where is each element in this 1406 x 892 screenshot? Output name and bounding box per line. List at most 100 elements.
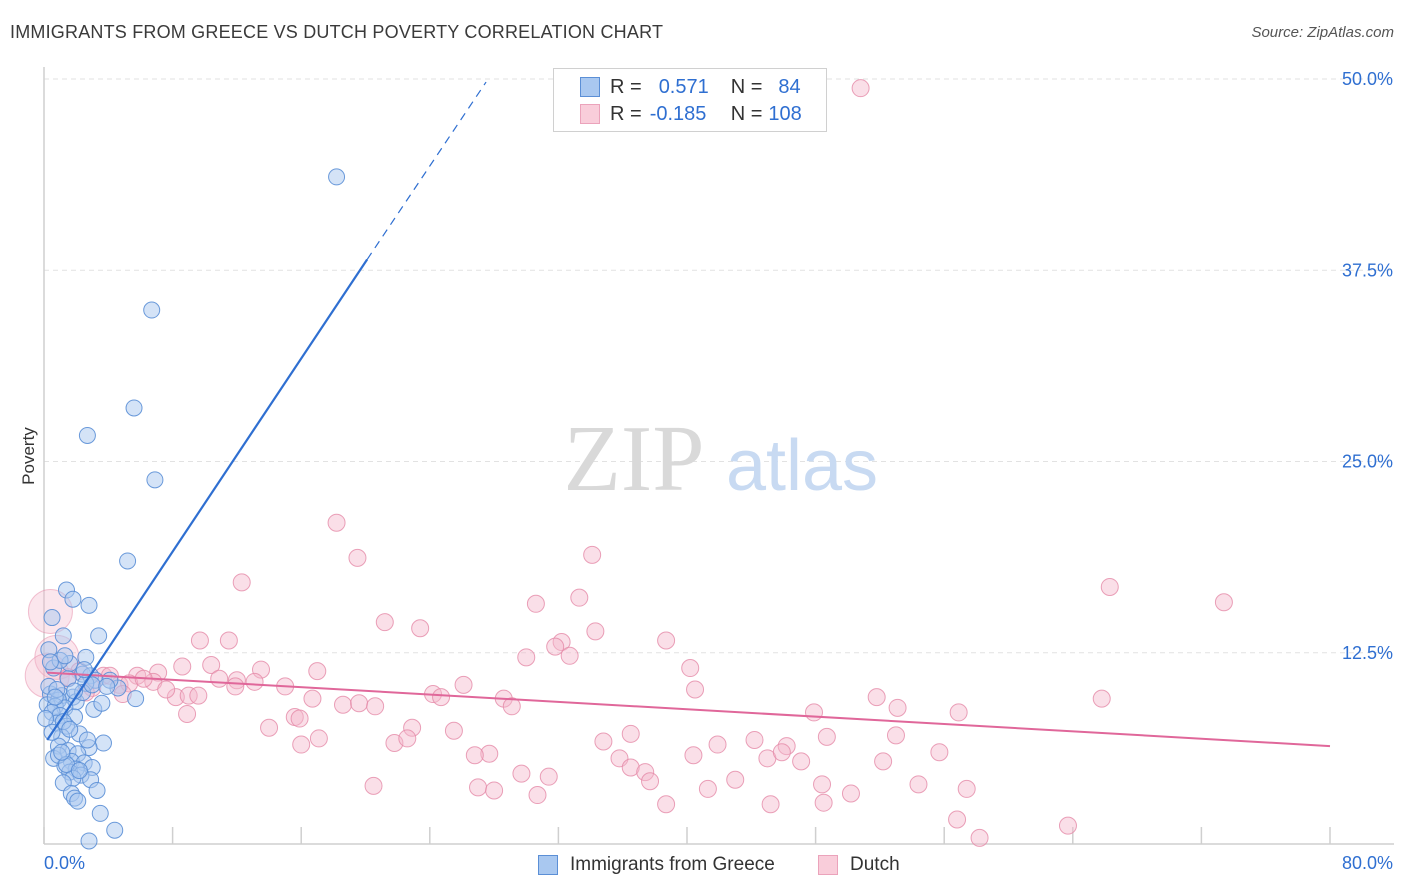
dutch-point — [348, 548, 367, 567]
dutch-point — [777, 737, 796, 756]
legend-r-label: R = — [610, 102, 642, 125]
bottom-legend-label: Dutch — [850, 854, 900, 875]
dutch-point — [586, 622, 605, 641]
greece-point — [88, 781, 106, 799]
dutch-point — [657, 631, 676, 650]
dutch-point — [930, 743, 949, 762]
legend-r-value: 0.571 — [658, 75, 709, 98]
dutch-point — [166, 688, 185, 707]
legend-r-value: -0.185 — [649, 102, 707, 125]
dutch-point — [398, 729, 417, 748]
greece-point — [106, 821, 124, 839]
dutch-point — [1092, 689, 1111, 708]
greece-point — [78, 426, 96, 444]
dutch-point — [502, 697, 521, 716]
dutch-point — [366, 697, 385, 716]
dutch-point — [1214, 593, 1233, 612]
watermark: ZIP atlas — [564, 407, 879, 511]
dutch-point — [308, 662, 327, 681]
dutch-point — [817, 727, 836, 746]
dutch-point — [309, 729, 328, 748]
dutch-point — [970, 828, 989, 847]
dutch-point — [526, 594, 545, 613]
dutch-point — [260, 718, 279, 737]
grid-lines — [44, 78, 1394, 654]
dutch-point — [226, 677, 245, 696]
greece-point — [328, 168, 346, 186]
dutch-point — [546, 637, 565, 656]
legend-n-value: 108 — [768, 102, 802, 125]
dutch-point — [1100, 577, 1119, 596]
chart-title: IMMIGRANTS FROM GREECE VS DUTCH POVERTY … — [10, 22, 664, 42]
dutch-point — [190, 631, 209, 650]
bottom-legend-greece: Immigrants from Greece — [538, 852, 775, 878]
dutch-point — [517, 648, 536, 667]
dutch-point — [684, 746, 703, 765]
legend-r-label: R = — [610, 75, 642, 98]
greece-point — [54, 627, 72, 645]
dutch-point — [411, 619, 430, 638]
dutch-point — [570, 588, 589, 607]
greece-point — [64, 590, 82, 608]
dutch-point — [636, 763, 655, 782]
dutch-point — [874, 752, 893, 771]
dutch-point — [350, 694, 369, 713]
bottom-legend-swatch-pink — [818, 855, 838, 875]
legend-box: R = 0.571 N = 84 R = -0.185 N = 108 — [553, 68, 827, 132]
dutch-point — [290, 709, 309, 728]
dutch-point — [327, 513, 346, 532]
greece-point — [37, 710, 55, 728]
dutch-point — [539, 767, 558, 786]
dutch-point — [210, 669, 229, 688]
dutch-point — [621, 724, 640, 743]
dutch-point — [245, 672, 264, 691]
dutch-point — [957, 779, 976, 798]
axes — [43, 67, 1394, 845]
dutch-point — [480, 744, 499, 763]
greece-point — [43, 609, 61, 627]
dutch-point — [178, 704, 197, 723]
watermark-atlas: atlas — [726, 426, 878, 506]
greece-point — [93, 694, 111, 712]
dutch-point — [583, 545, 602, 564]
y-tick-label: 37.5% — [1342, 260, 1393, 280]
legend-swatch-pink — [580, 104, 600, 124]
dutch-point — [1058, 816, 1077, 835]
dutch-point — [621, 758, 640, 777]
dutch-point — [444, 721, 463, 740]
dutch-point — [173, 657, 192, 676]
greece-point — [41, 653, 59, 671]
source-label: Source: ZipAtlas.com — [1251, 24, 1394, 41]
dutch-point — [157, 680, 176, 699]
legend-n-label: N = — [730, 102, 763, 125]
dutch-point — [888, 698, 907, 717]
dutch-point — [708, 735, 727, 754]
dutch-point — [202, 655, 221, 674]
dutch-point — [686, 680, 705, 699]
dutch-point — [594, 732, 613, 751]
greece-point — [70, 762, 88, 780]
greece-point — [90, 627, 108, 645]
dutch-point — [792, 752, 811, 771]
greece-point — [61, 720, 79, 738]
dutch-point — [469, 778, 488, 797]
dutch-point — [292, 735, 311, 754]
dutch-point — [485, 781, 504, 800]
legend-row-dutch: R = -0.185 N = 108 — [580, 101, 802, 127]
trend-lines — [46, 81, 1331, 748]
dutch-point — [528, 786, 547, 805]
greece-point — [80, 832, 98, 850]
dutch-point — [948, 810, 967, 829]
dutch-point — [333, 695, 352, 714]
greece-point — [98, 677, 116, 695]
greece-point — [143, 301, 161, 319]
greece-point — [78, 731, 96, 749]
dutch-point — [552, 633, 571, 652]
greece-point — [119, 552, 137, 570]
dutch-point — [804, 703, 823, 722]
dutch-point — [949, 703, 968, 722]
dutch-point — [641, 772, 660, 791]
bottom-legend-swatch-blue — [538, 855, 558, 875]
greece-trend-extension — [366, 81, 487, 260]
dutch-point — [465, 746, 484, 765]
